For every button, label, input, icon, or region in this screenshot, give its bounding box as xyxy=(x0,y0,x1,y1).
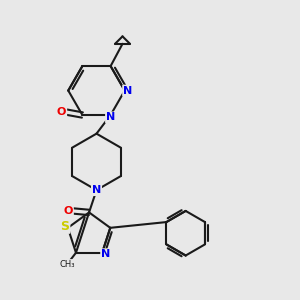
Text: O: O xyxy=(57,107,66,117)
Text: S: S xyxy=(60,220,69,233)
Text: CH₃: CH₃ xyxy=(60,260,75,268)
Text: O: O xyxy=(64,206,73,216)
Text: N: N xyxy=(123,85,132,96)
Text: N: N xyxy=(101,249,110,259)
Text: N: N xyxy=(92,185,101,195)
Text: N: N xyxy=(106,112,115,122)
